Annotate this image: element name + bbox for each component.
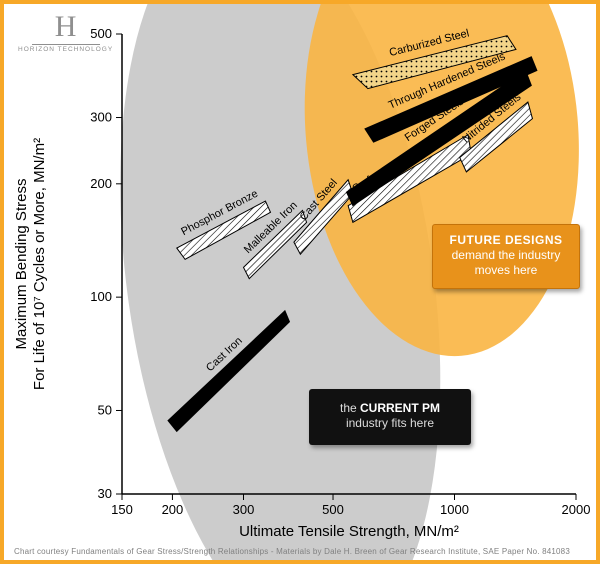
chart-credit: Chart courtesy Fundamentals of Gear Stre…: [14, 547, 586, 556]
svg-text:For Life of 10⁷ Cycles or More: For Life of 10⁷ Cycles or More, MN/m²: [31, 138, 48, 390]
svg-text:Maximum Bending Stress: Maximum Bending Stress: [13, 179, 30, 350]
svg-text:1000: 1000: [440, 502, 469, 517]
svg-text:2000: 2000: [562, 502, 591, 517]
svg-text:30: 30: [98, 486, 112, 501]
svg-text:Ultimate Tensile Strength, MN/: Ultimate Tensile Strength, MN/m²: [239, 523, 459, 540]
callout-future-designs: FUTURE DESIGNS demand the industry moves…: [432, 224, 580, 289]
svg-text:200: 200: [162, 502, 184, 517]
svg-text:200: 200: [90, 176, 112, 191]
svg-text:300: 300: [233, 502, 255, 517]
svg-text:500: 500: [322, 502, 344, 517]
svg-text:300: 300: [90, 110, 112, 125]
callout-current-pm: the CURRENT PM industry fits here: [309, 389, 471, 445]
svg-text:500: 500: [90, 26, 112, 41]
svg-text:50: 50: [98, 402, 112, 417]
svg-text:150: 150: [111, 502, 133, 517]
svg-text:100: 100: [90, 289, 112, 304]
